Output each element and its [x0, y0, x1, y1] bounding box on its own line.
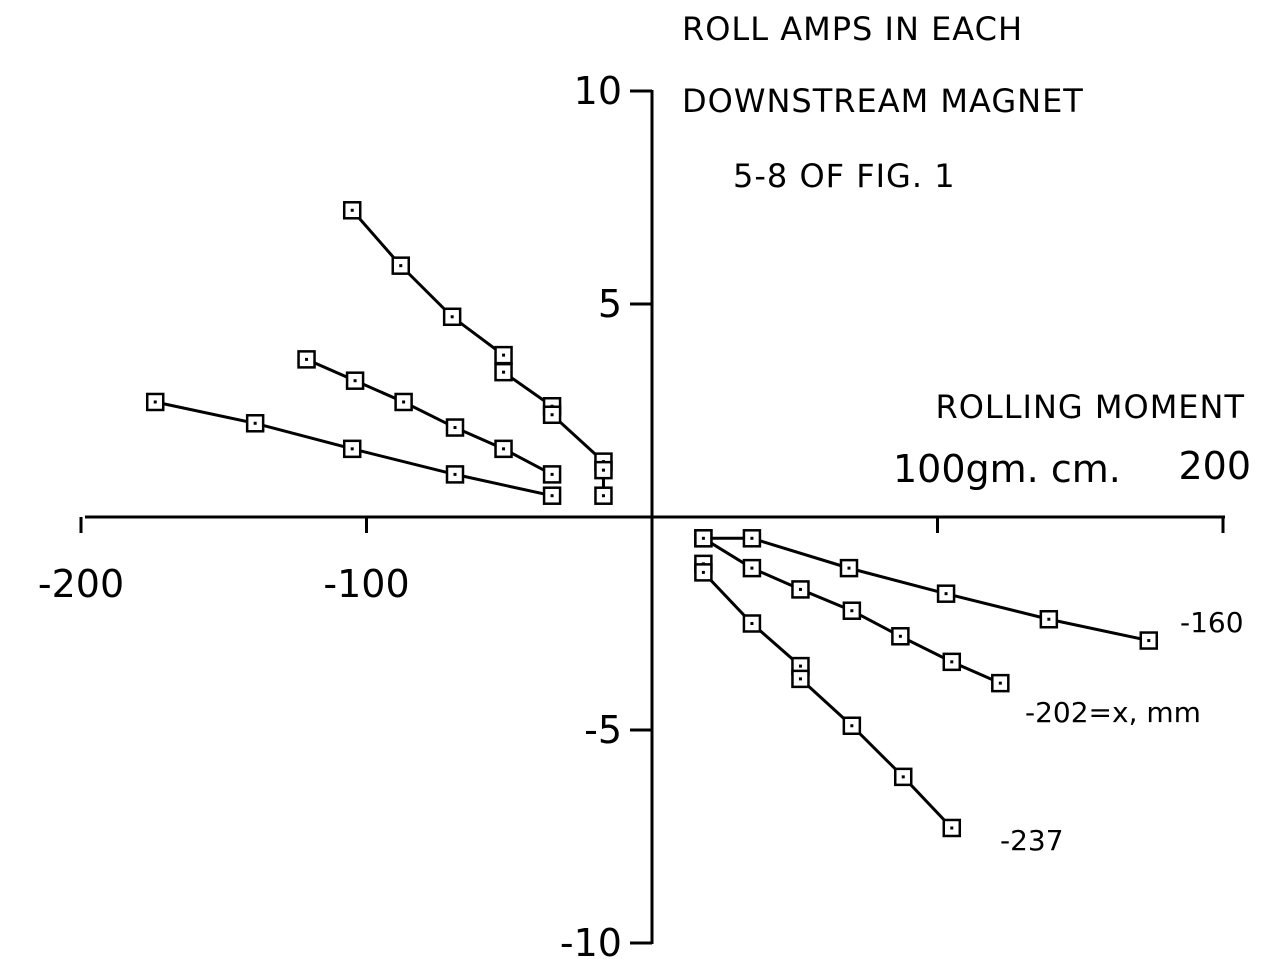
data-point-dot [402, 400, 406, 404]
data-point-dot [901, 775, 905, 779]
data-point-dot [798, 587, 802, 591]
data-point-dot [253, 421, 257, 425]
data-point-dot [305, 357, 309, 361]
data-point-dot [798, 664, 802, 668]
data-point-dot [750, 536, 754, 540]
data-point-dot [399, 264, 403, 268]
data-point-dot [153, 400, 157, 404]
data-point-dot [453, 426, 457, 430]
data-point-dot [701, 536, 705, 540]
data-point-dot [453, 472, 457, 476]
data-point-dot [1047, 617, 1051, 621]
data-point-dot [950, 660, 954, 664]
data-point-dot [350, 447, 354, 451]
x-tick-label: 200 [1178, 444, 1251, 488]
x-tick-label: -100 [323, 562, 409, 606]
data-point-dot [550, 472, 554, 476]
data-point-dot [502, 447, 506, 451]
series-line [351, 209, 605, 496]
series-label-160: -160 [1180, 606, 1244, 639]
series-4 [694, 529, 1159, 650]
data-point-dot [353, 379, 357, 383]
data-point-dot [850, 724, 854, 728]
series-layer [145, 201, 1159, 838]
axis-ticks: -200 -100 200 10 5 -5 -10 [38, 69, 1251, 959]
series-5 [694, 529, 1010, 693]
data-point-dot [550, 494, 554, 498]
y-tick-label: 5 [598, 282, 622, 326]
data-point-dot [950, 826, 954, 830]
data-point-dot [944, 592, 948, 596]
data-point-dot [450, 315, 454, 319]
data-point-dot [350, 208, 354, 212]
data-point-dot [798, 677, 802, 681]
data-point-dot [750, 566, 754, 570]
series-2 [297, 350, 562, 484]
y-tick-label: -5 [584, 708, 622, 752]
series-line [703, 536, 1150, 643]
data-point-dot [550, 413, 554, 417]
data-point-dot [502, 353, 506, 357]
series-3 [342, 201, 613, 505]
y-tick-label: 10 [574, 69, 622, 113]
x-axis-label-line-1: ROLLING MOMENT [935, 388, 1245, 426]
x-axis-label-line-2: 100gm. cm. [893, 447, 1121, 491]
data-point-dot [601, 468, 605, 472]
title-line-1: ROLL AMPS IN EACH [682, 10, 1023, 48]
series-6 [694, 554, 962, 838]
series-line [701, 563, 953, 830]
title-line-3: 5-8 OF FIG. 1 [733, 157, 956, 195]
title-line-2: DOWNSTREAM MAGNET [682, 82, 1084, 120]
x-tick-label: -200 [38, 562, 124, 606]
data-point-dot [502, 370, 506, 374]
series-1 [145, 392, 562, 505]
data-point-dot [898, 634, 902, 638]
data-point-dot [850, 609, 854, 613]
data-point-dot [750, 622, 754, 625]
data-point-dot [998, 681, 1002, 685]
series-label-202: -202=x, mm [1025, 696, 1201, 729]
y-tick-label: -10 [560, 921, 622, 959]
data-point-dot [701, 570, 705, 574]
series-label-237: -237 [1000, 824, 1064, 857]
data-point-dot [1147, 639, 1151, 643]
data-point-dot [601, 494, 605, 498]
axes: -200 -100 200 10 5 -5 -10 [38, 69, 1251, 959]
data-point-dot [847, 566, 851, 570]
